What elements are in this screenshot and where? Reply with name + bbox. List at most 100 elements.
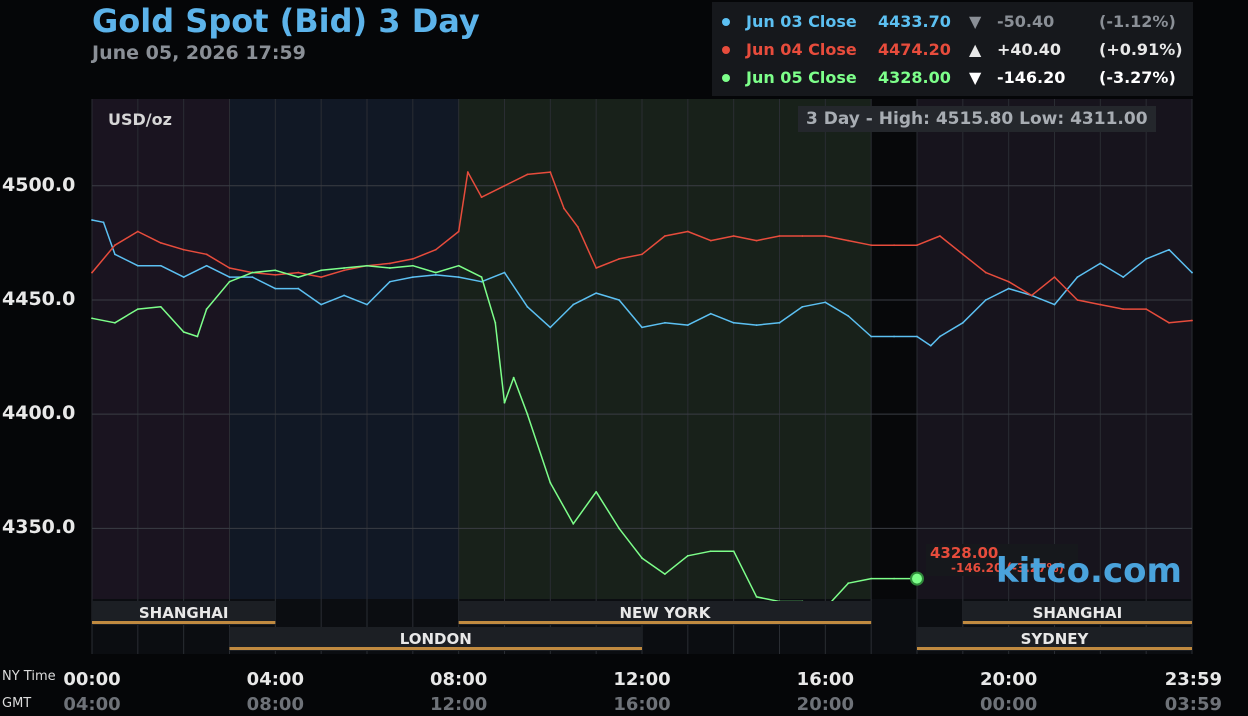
data-point: [159, 305, 162, 308]
data-point: [136, 308, 139, 311]
legend-row: Jun 04 Close 4474.20 ▲ +40.40 (+0.91%): [712, 36, 1193, 62]
gmt-row-label: GMT: [2, 696, 32, 711]
x-tick-label-ny: 23:59: [1164, 669, 1222, 690]
session-underline: [458, 621, 872, 624]
session-label: SHANGHAI: [139, 604, 229, 622]
y-tick-label: 4500.0: [2, 173, 76, 196]
data-point: [1076, 276, 1079, 279]
data-point: [389, 267, 391, 269]
data-point: [984, 271, 987, 274]
data-point: [778, 321, 781, 324]
data-point: [824, 235, 827, 237]
session-label: NEW YORK: [620, 604, 712, 622]
legend-direction-icon: ▲: [969, 40, 982, 59]
data-point: [274, 287, 277, 290]
x-tick-label-gmt: 03:59: [1164, 694, 1222, 715]
legend-change: +40.40: [997, 40, 1062, 59]
data-point: [91, 317, 93, 320]
data-point: [136, 230, 139, 233]
data-point: [228, 280, 231, 283]
data-point: [709, 312, 712, 315]
data-point: [847, 315, 850, 317]
legend-percent: (-3.27%): [1099, 68, 1176, 87]
data-point: [136, 264, 139, 267]
data-point: [389, 262, 391, 265]
data-point: [411, 276, 414, 279]
data-point: [457, 264, 460, 267]
data-point: [503, 184, 506, 187]
data-point: [526, 305, 529, 308]
data-point: [595, 267, 598, 269]
data-point: [366, 264, 368, 267]
data-point: [205, 253, 208, 256]
data-point: [824, 301, 827, 304]
data-point: [434, 248, 437, 251]
data-point: [755, 324, 758, 327]
data-point: [102, 221, 105, 224]
data-point: [1099, 303, 1102, 306]
legend-dot-icon: [722, 46, 730, 54]
data-point: [893, 244, 895, 247]
data-point: [1007, 280, 1010, 283]
data-point: [847, 239, 850, 242]
data-point: [1007, 287, 1010, 290]
data-point: [916, 244, 918, 247]
data-point: [961, 321, 964, 324]
data-point: [526, 173, 529, 176]
data-point: [457, 276, 460, 279]
x-tick-label-gmt: 16:00: [613, 694, 671, 715]
data-point: [205, 264, 208, 267]
data-point: [576, 226, 579, 228]
data-point: [411, 257, 414, 260]
data-point: [343, 269, 345, 272]
data-point: [664, 235, 666, 237]
data-point: [549, 481, 552, 484]
x-tick-label-ny: 00:00: [63, 669, 121, 690]
data-point: [297, 276, 300, 279]
data-point: [114, 321, 116, 324]
data-point: [732, 321, 735, 324]
legend-change: -50.40: [997, 12, 1055, 31]
last-value-label: 4328.00: [930, 544, 999, 562]
data-point: [870, 335, 873, 338]
data-point: [182, 276, 185, 279]
last-point-marker: [910, 571, 924, 586]
x-tick-label-gmt: 20:00: [796, 694, 854, 715]
high-low-box: 3 Day - High: 4515.80 Low: 4311.00: [798, 106, 1156, 132]
data-point: [251, 276, 254, 279]
data-point: [182, 331, 185, 333]
series-line-3: [91, 264, 917, 610]
data-point: [503, 271, 506, 274]
data-point: [457, 230, 460, 233]
x-tick-label-ny: 12:00: [613, 669, 671, 690]
data-point: [870, 577, 873, 580]
data-point: [1168, 248, 1170, 251]
data-point: [320, 303, 323, 306]
data-point: [801, 305, 804, 308]
watermark-logo: kitco.com: [996, 551, 1182, 591]
last-change-label: -146.20 (-3.27%): [951, 561, 1065, 575]
data-point: [984, 299, 987, 301]
session-label: SHANGHAI: [1033, 604, 1123, 622]
data-point: [343, 294, 345, 297]
x-tick-label-gmt: 12:00: [430, 694, 488, 715]
legend: Jun 03 Close 4433.70 ▼ -50.40 (-1.12%) Jun 04…: [712, 2, 1193, 96]
y-tick-label: 4400.0: [2, 402, 76, 425]
session-shade: [871, 99, 917, 599]
data-point: [114, 244, 116, 247]
data-point: [205, 308, 208, 311]
data-point: [664, 321, 666, 324]
data-point: [366, 303, 368, 306]
legend-close-price: 4433.70: [878, 12, 951, 31]
data-point: [595, 490, 598, 493]
session-underline: [92, 621, 276, 624]
data-point: [503, 401, 506, 404]
data-point: [251, 271, 254, 274]
data-point: [929, 344, 932, 347]
data-point: [755, 239, 758, 242]
legend-percent: (+0.91%): [1099, 40, 1183, 59]
data-point: [641, 253, 643, 256]
data-point: [755, 596, 758, 598]
y-tick-label: 4350.0: [2, 516, 76, 539]
data-point: [1053, 276, 1056, 279]
